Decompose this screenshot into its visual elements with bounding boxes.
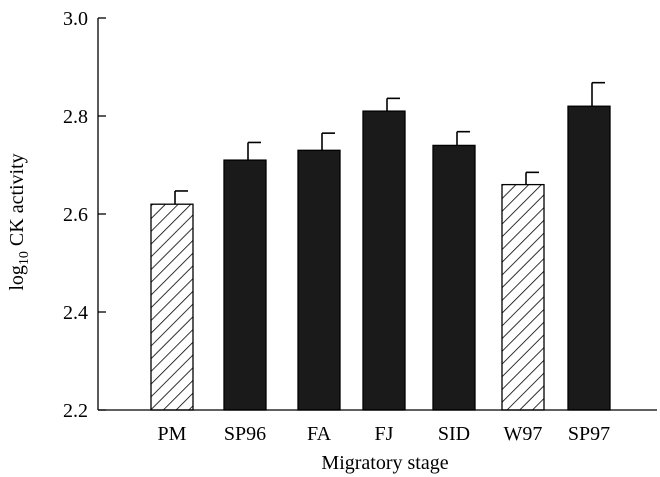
error-bar bbox=[386, 97, 400, 112]
y-axis-title-rest: CK activity bbox=[6, 153, 28, 251]
error-bar bbox=[247, 141, 261, 161]
y-tick-label: 2.6 bbox=[63, 204, 88, 226]
bar-fj bbox=[362, 110, 406, 411]
bar-pm bbox=[150, 203, 194, 411]
error-bar bbox=[174, 190, 188, 205]
y-tick-label: 2.2 bbox=[63, 400, 88, 422]
bar-fa bbox=[297, 149, 341, 411]
error-bar bbox=[456, 130, 470, 146]
error-bar bbox=[591, 81, 605, 107]
y-axis-title: log10 CK activity bbox=[6, 153, 32, 290]
y-ticks-group: 2.2 2.4 2.6 2.8 3.0 bbox=[63, 8, 106, 422]
x-tick-label: PM bbox=[158, 423, 187, 445]
y-axis-title-subscript: 10 bbox=[17, 251, 32, 265]
error-bar bbox=[525, 171, 539, 185]
y-tick-label: 2.8 bbox=[63, 106, 88, 128]
bar-sp96 bbox=[223, 159, 267, 411]
bars-group bbox=[150, 105, 611, 411]
x-tick-label: FA bbox=[307, 423, 332, 445]
error-bar bbox=[321, 132, 335, 151]
x-tick-label: W97 bbox=[504, 423, 543, 445]
bar-w97 bbox=[501, 183, 545, 411]
x-tick-labels-group: PM SP96 FA FJ SID W97 SP97 bbox=[158, 423, 611, 445]
y-tick-label: 2.4 bbox=[63, 302, 88, 324]
x-tick-label: SP96 bbox=[224, 423, 266, 445]
bar-sp97 bbox=[567, 105, 611, 411]
y-axis-title-log: log bbox=[6, 265, 28, 291]
x-axis-title: Migratory stage bbox=[321, 452, 448, 474]
x-tick-label: SP97 bbox=[568, 423, 610, 445]
x-tick-label: SID bbox=[438, 423, 470, 445]
bar-sid bbox=[432, 144, 476, 411]
y-tick-label: 3.0 bbox=[63, 8, 88, 30]
error-bars-group bbox=[174, 81, 605, 205]
x-tick-label: FJ bbox=[375, 423, 394, 445]
